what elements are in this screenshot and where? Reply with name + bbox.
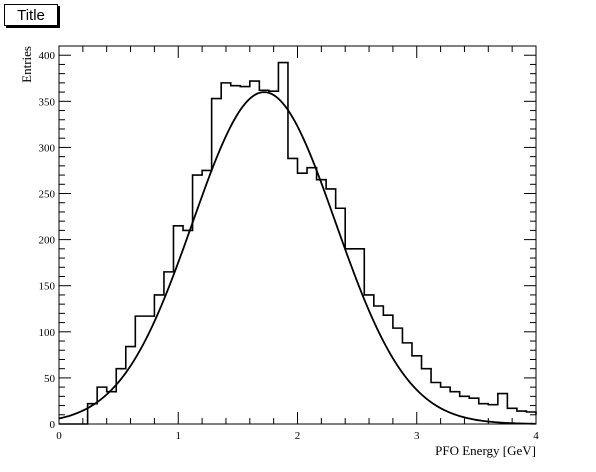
y-tick-label: 0 bbox=[50, 419, 56, 431]
title-box: Title bbox=[4, 4, 58, 26]
gaussian-fit-line bbox=[58, 91, 537, 425]
histogram-bin bbox=[183, 230, 193, 424]
x-tick-label: 3 bbox=[414, 430, 420, 442]
y-tick-label: 100 bbox=[39, 327, 56, 339]
histogram-bin bbox=[364, 295, 374, 424]
histogram-bin bbox=[154, 295, 164, 424]
histogram-bin bbox=[250, 81, 260, 424]
histogram-bin bbox=[355, 249, 365, 424]
histogram-bin bbox=[441, 387, 451, 424]
y-tick-label: 200 bbox=[39, 235, 56, 247]
x-tick-label: 4 bbox=[533, 430, 539, 442]
histogram-bin bbox=[126, 347, 136, 424]
histogram-bin bbox=[517, 411, 527, 424]
x-axis-label: PFO Energy [GeV] bbox=[435, 443, 536, 458]
x-tick-label: 0 bbox=[56, 430, 62, 442]
y-tick-label: 300 bbox=[39, 142, 56, 154]
histogram-bin bbox=[298, 173, 308, 424]
histogram-steps bbox=[59, 61, 537, 425]
y-axis-label: Entries bbox=[19, 46, 34, 83]
histogram-bin bbox=[507, 408, 517, 424]
histogram-bin bbox=[240, 87, 250, 424]
histogram-bin bbox=[326, 189, 336, 424]
x-tick-label: 2 bbox=[295, 430, 301, 442]
histogram-bin bbox=[107, 392, 117, 424]
y-tick-label: 50 bbox=[44, 373, 56, 385]
y-tick-label: 400 bbox=[39, 50, 56, 62]
histogram-bin bbox=[269, 91, 279, 424]
y-tick-label: 350 bbox=[39, 96, 56, 108]
histogram-bin bbox=[460, 396, 470, 424]
histogram-series bbox=[59, 61, 537, 425]
histogram-bin bbox=[202, 170, 212, 424]
histogram-bin bbox=[336, 208, 346, 424]
histogram-bin bbox=[317, 180, 327, 424]
histogram-bin bbox=[193, 175, 203, 424]
histogram-bin bbox=[278, 63, 288, 424]
histogram-bin bbox=[288, 158, 298, 424]
histogram-bin bbox=[97, 387, 107, 424]
y-tick-label: 250 bbox=[39, 189, 56, 201]
fit-curve-series bbox=[58, 91, 537, 425]
histogram-bin bbox=[498, 394, 508, 424]
plot-axes: 0 1 2 3 4 0 50 100 150 200 250 300 350 400 bbox=[39, 45, 539, 442]
histogram-bin bbox=[259, 90, 269, 424]
histogram-bin bbox=[212, 99, 222, 424]
histogram-bin bbox=[307, 168, 317, 424]
histogram-bin bbox=[383, 315, 393, 424]
x-tick-label: 1 bbox=[176, 430, 182, 442]
histogram-bin bbox=[135, 316, 145, 424]
histogram-bin bbox=[450, 392, 460, 424]
y-tick-label: 150 bbox=[39, 281, 56, 293]
histogram-bin bbox=[393, 328, 403, 424]
histogram-bin bbox=[526, 412, 536, 424]
histogram-bin bbox=[345, 249, 355, 424]
histogram-bin bbox=[231, 86, 241, 424]
histogram-bin bbox=[116, 369, 126, 424]
